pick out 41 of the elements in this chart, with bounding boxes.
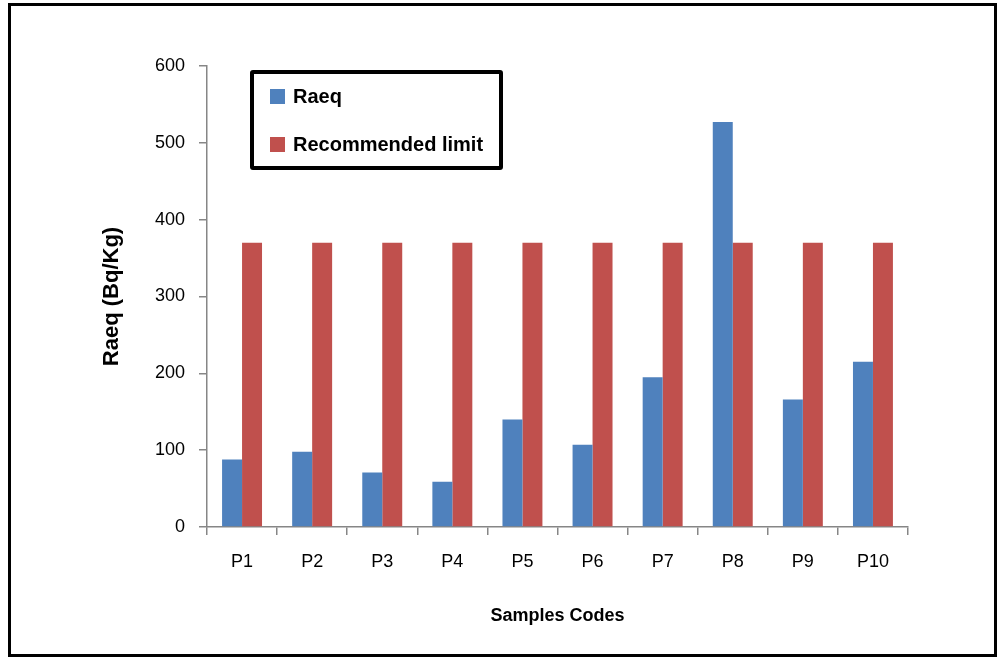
bar — [242, 242, 263, 527]
x-tick-label: P4 — [441, 550, 464, 571]
x-tick-label: P7 — [651, 550, 674, 571]
bar — [572, 444, 593, 527]
bar — [642, 377, 663, 527]
bar — [782, 399, 803, 527]
x-tick-label: P9 — [791, 550, 814, 571]
y-tick-label: 400 — [154, 208, 185, 229]
y-tick-label: 500 — [154, 131, 185, 152]
x-tick-label: P3 — [371, 550, 394, 571]
bar — [362, 472, 383, 527]
bar — [502, 419, 523, 527]
bar — [292, 451, 313, 527]
y-tick-label: 300 — [154, 285, 185, 306]
y-tick-label: 100 — [154, 439, 185, 460]
x-tick-label: P6 — [581, 550, 604, 571]
bar — [592, 242, 613, 527]
bar — [432, 481, 453, 527]
bar — [382, 242, 403, 527]
bar — [662, 242, 683, 527]
x-tick-label: P8 — [721, 550, 744, 571]
bar — [852, 361, 873, 527]
bar — [312, 242, 333, 527]
bar — [802, 242, 823, 527]
x-tick-label: P5 — [511, 550, 534, 571]
legend-label: Raeq — [293, 84, 342, 108]
x-axis-title: Samples Codes — [490, 605, 625, 626]
x-tick-label: P10 — [856, 550, 889, 571]
x-tick-label: P2 — [301, 550, 324, 571]
bar — [222, 459, 243, 527]
x-tick-label: P1 — [231, 550, 254, 571]
bar — [732, 242, 753, 527]
y-tick-label: 0 — [174, 515, 185, 536]
bar — [872, 242, 893, 527]
y-tick-label: 200 — [154, 362, 185, 383]
bar — [452, 242, 473, 527]
bar — [712, 122, 733, 527]
bar — [522, 242, 543, 527]
legend-label: Recommended limit — [293, 132, 484, 156]
y-tick-label: 600 — [154, 54, 185, 75]
y-axis-title: Raeq (Bq/Kg) — [98, 226, 124, 367]
